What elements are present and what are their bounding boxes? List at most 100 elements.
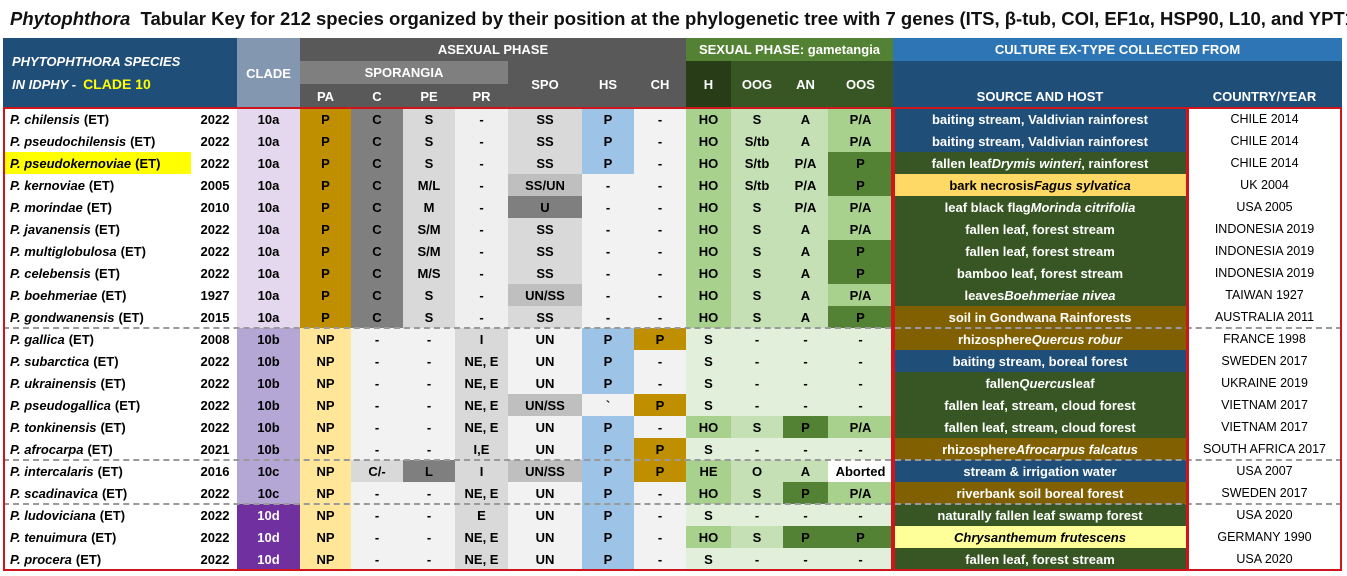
cell-oog: S/tb [731,152,783,174]
species-binomial: P. intercalaris [10,463,94,479]
cell-an: A [783,306,828,328]
cell-pr: NE, E [455,548,508,570]
cell-oos: P [828,240,893,262]
clade-cell: 10a [237,240,300,262]
country-year-cell: USA 2020 [1187,504,1342,526]
cell-pe: S/M [403,240,455,262]
cell-h: HO [686,152,731,174]
cell-oos: - [828,350,893,372]
cell-pe: - [403,350,455,372]
cell-pa: P [300,174,351,196]
cell-oos: - [828,548,893,570]
clade-cell: 10b [237,394,300,416]
species-year: 2022 [193,526,237,548]
cell-hs: - [582,262,634,284]
page-title: Phytophthora Tabular Key for 212 species… [0,0,1347,38]
cell-pe: M/S [403,262,455,284]
cell-hs: ` [582,394,634,416]
cell-h: HO [686,108,731,130]
cell-spo: UN [508,372,582,394]
cell-an: A [783,218,828,240]
species-name: P. kernoviae (ET) [3,174,193,196]
source-host-cell: baiting stream, Valdivian rainforest [893,108,1187,130]
cell-oog: S [731,306,783,328]
cell-spo: SS [508,240,582,262]
cell-h: HO [686,130,731,152]
species-tag: (ET) [87,441,113,457]
clade-cell: 10a [237,174,300,196]
cell-oog: S [731,240,783,262]
clade-cell: 10b [237,416,300,438]
cell-oog: S [731,284,783,306]
cell-oos: - [828,372,893,394]
cell-oos: P [828,152,893,174]
cell-h: S [686,394,731,416]
cell-an: P [783,526,828,548]
species-year: 2022 [193,218,237,240]
column-header-an: AN [783,61,828,108]
cell-c: C [351,152,403,174]
species-name: P. subarctica (ET) [3,350,193,372]
country-year-cell: USA 2007 [1187,460,1342,482]
species-binomial: P. pseudochilensis [10,133,127,149]
species-year: 2022 [193,416,237,438]
country-year-cell: FRANCE 1998 [1187,328,1342,350]
country-year-cell: INDONESIA 2019 [1187,240,1342,262]
country-year-cell: UK 2004 [1187,174,1342,196]
cell-h: HO [686,262,731,284]
cell-an: P [783,482,828,504]
country-year-cell: SOUTH AFRICA 2017 [1187,438,1342,460]
cell-pa: NP [300,394,351,416]
cell-c: - [351,350,403,372]
cell-hs: - [582,174,634,196]
cell-ch: - [634,152,686,174]
cell-an: A [783,240,828,262]
country-year-cell: TAIWAN 1927 [1187,284,1342,306]
cell-pa: NP [300,350,351,372]
species-year: 1927 [193,284,237,306]
cell-an: P/A [783,174,828,196]
species-year: 2021 [193,438,237,460]
cell-pa: NP [300,372,351,394]
cell-oos: P [828,262,893,284]
country-year-cell: AUSTRALIA 2011 [1187,306,1342,328]
species-year: 2022 [193,152,237,174]
species-tag: (ET) [135,155,161,171]
clade-cell: 10b [237,438,300,460]
country-year-cell: VIETNAM 2017 [1187,394,1342,416]
cell-oos: P/A [828,416,893,438]
culture-header: CULTURE EX-TYPE COLLECTED FROM [893,38,1342,61]
species-name: P. tenuimura (ET) [3,526,193,548]
cell-h: S [686,350,731,372]
cell-pe: L [403,460,455,482]
cell-oog: S [731,108,783,130]
sporangia-header: SPORANGIA [300,61,508,84]
species-binomial: P. tonkinensis [10,419,97,435]
species-year: 2022 [193,240,237,262]
species-binomial: P. procera [10,551,72,567]
species-year: 2022 [193,548,237,570]
cell-hs: - [582,240,634,262]
cell-pe: S/M [403,218,455,240]
cell-ch: - [634,306,686,328]
cell-ch: P [634,394,686,416]
cell-oog: - [731,504,783,526]
clade-cell: 10c [237,460,300,482]
sexual-phase-header: SEXUAL PHASE: gametangia [686,38,893,61]
clade-separator [3,503,1342,505]
cell-c: - [351,482,403,504]
species-year: 2005 [193,174,237,196]
cell-pe: - [403,328,455,350]
species-year: 2022 [193,504,237,526]
column-header-h: H [686,61,731,108]
cell-spo: UN [508,328,582,350]
source-host-cell: bamboo leaf, forest stream [893,262,1187,284]
species-year: 2022 [193,262,237,284]
clade-separator [3,327,1342,329]
cell-ch: - [634,504,686,526]
cell-oos: P [828,174,893,196]
cell-ch: - [634,174,686,196]
species-name: P. boehmeriae (ET) [3,284,193,306]
cell-hs: P [582,416,634,438]
clade-cell: 10a [237,284,300,306]
